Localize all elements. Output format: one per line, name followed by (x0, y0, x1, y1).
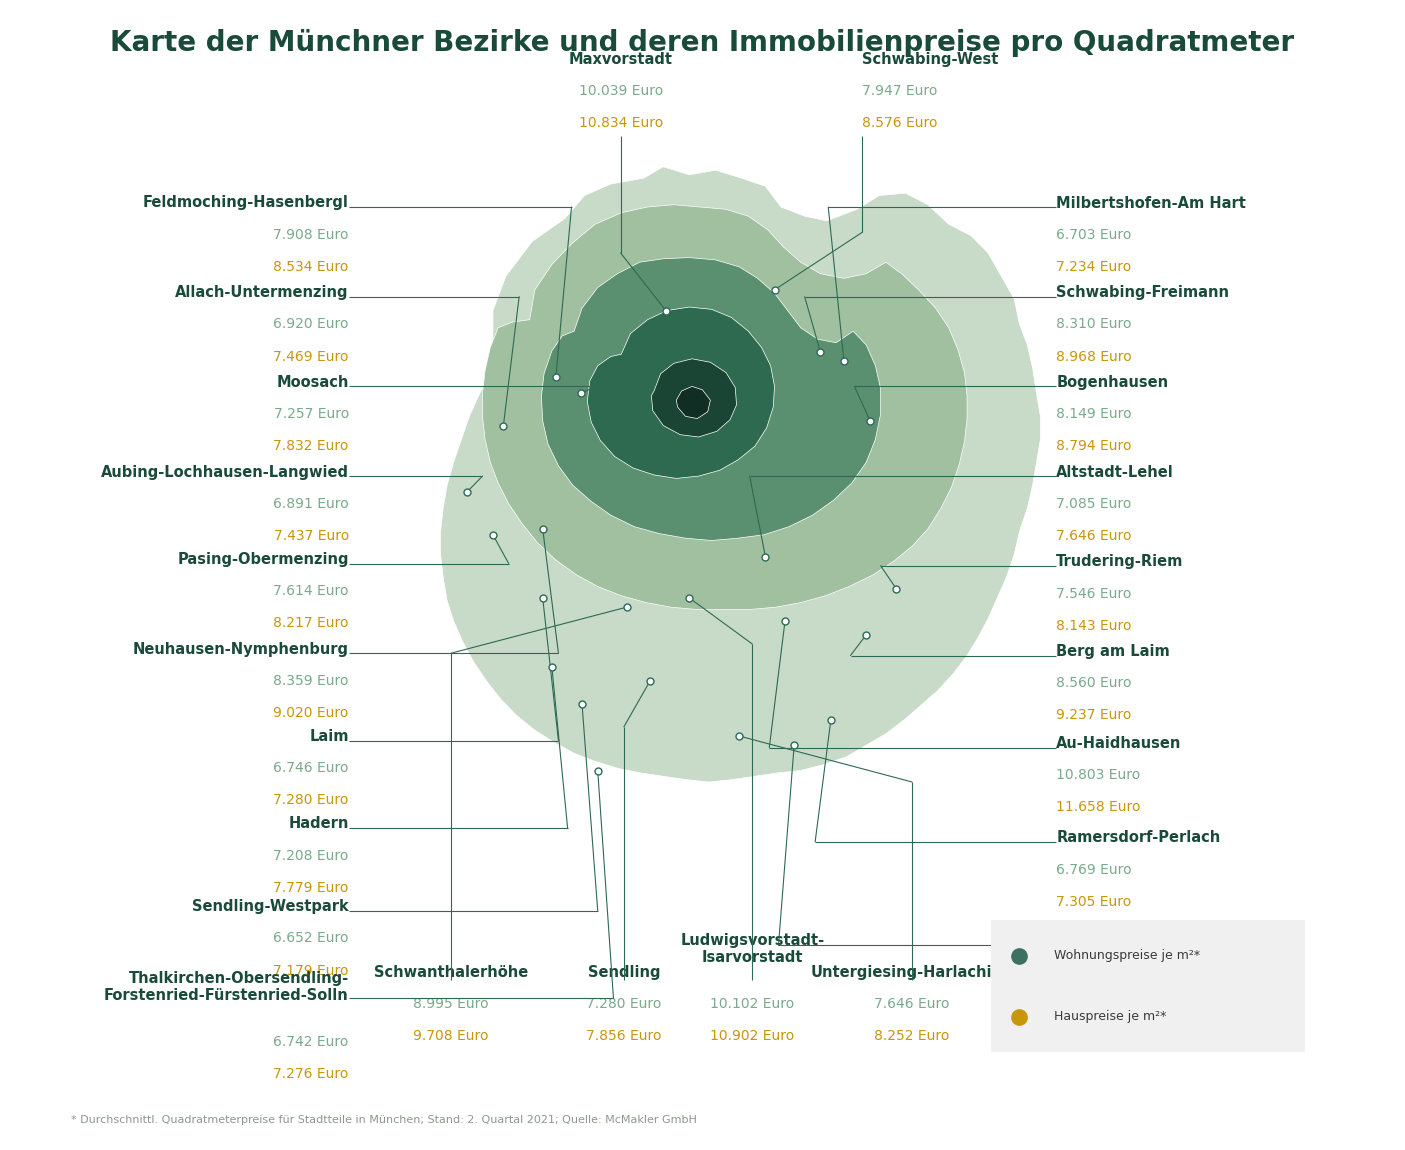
Text: 7.437 Euro: 7.437 Euro (274, 529, 348, 543)
Text: 6.920 Euro: 6.920 Euro (274, 317, 348, 331)
Text: Thalkirchen-Obersendling-
Forstenried-Fürstenried-Solln: Thalkirchen-Obersendling- Forstenried-Fü… (104, 971, 348, 1003)
Text: 8.995 Euro: 8.995 Euro (413, 997, 489, 1011)
Polygon shape (587, 307, 774, 478)
Text: 7.276 Euro: 7.276 Euro (274, 1067, 348, 1081)
Text: 7.947 Euro: 7.947 Euro (863, 84, 937, 98)
Text: 10.803 Euro: 10.803 Euro (1057, 768, 1141, 782)
Text: Untergiesing-Harlaching: Untergiesing-Harlaching (811, 965, 1013, 980)
Text: Milbertshofen-Am Hart: Milbertshofen-Am Hart (1057, 196, 1246, 210)
Text: 7.646 Euro: 7.646 Euro (874, 997, 950, 1011)
Text: 8.149 Euro: 8.149 Euro (1057, 407, 1132, 421)
Text: 8.143 Euro: 8.143 Euro (1057, 619, 1131, 632)
FancyBboxPatch shape (991, 920, 1305, 1052)
Text: Ludwigsvorstadt-
Isarvorstadt: Ludwigsvorstadt- Isarvorstadt (680, 933, 825, 965)
Text: 7.469 Euro: 7.469 Euro (274, 350, 348, 363)
Polygon shape (541, 258, 881, 540)
Text: 8.576 Euro: 8.576 Euro (863, 116, 937, 130)
Text: Aubing-Lochhausen-Langwied: Aubing-Lochhausen-Langwied (101, 465, 348, 480)
Text: 8.794 Euro: 8.794 Euro (1057, 439, 1131, 453)
Text: 8.534 Euro: 8.534 Euro (274, 260, 348, 274)
Text: 10.902 Euro: 10.902 Euro (710, 1029, 794, 1043)
Text: 7.939 Euro: 7.939 Euro (1057, 966, 1131, 980)
Text: 7.234 Euro: 7.234 Euro (1057, 260, 1131, 274)
Text: 7.546 Euro: 7.546 Euro (1057, 586, 1131, 600)
Text: Schwabing-West: Schwabing-West (863, 52, 999, 67)
Text: 8.252 Euro: 8.252 Euro (874, 1029, 950, 1043)
Text: Allach-Untermenzing: Allach-Untermenzing (176, 285, 348, 300)
Text: 8.359 Euro: 8.359 Euro (274, 674, 348, 688)
Text: 7.179 Euro: 7.179 Euro (274, 964, 348, 978)
Text: * Durchschnittl. Quadratmeterpreise für Stadtteile in München; Stand: 2. Quartal: * Durchschnittl. Quadratmeterpreise für … (72, 1114, 697, 1125)
Text: 7.856 Euro: 7.856 Euro (586, 1029, 662, 1043)
Polygon shape (676, 386, 711, 419)
Text: Au-Haidhausen: Au-Haidhausen (1057, 736, 1182, 751)
Text: Trudering-Riem: Trudering-Riem (1057, 554, 1183, 569)
Text: Obergiesing-Fasangarten: Obergiesing-Fasangarten (1057, 934, 1266, 949)
Text: Neuhausen-Nymphenburg: Neuhausen-Nymphenburg (133, 642, 348, 657)
Text: 11.658 Euro: 11.658 Euro (1057, 800, 1141, 814)
Text: Maxvorstadt: Maxvorstadt (569, 52, 673, 67)
Text: 8.310 Euro: 8.310 Euro (1057, 317, 1131, 331)
Text: 7.614 Euro: 7.614 Euro (274, 584, 348, 598)
Text: 9.020 Euro: 9.020 Euro (274, 706, 348, 720)
Text: Laim: Laim (309, 729, 348, 744)
Polygon shape (652, 359, 736, 437)
Text: Schwabing-Freimann: Schwabing-Freimann (1057, 285, 1229, 300)
Text: 8.968 Euro: 8.968 Euro (1057, 350, 1132, 363)
Text: 7.280 Euro: 7.280 Euro (274, 793, 348, 807)
Text: Ramersdorf-Perlach: Ramersdorf-Perlach (1057, 830, 1221, 845)
Text: Hauspreise je m²*: Hauspreise je m²* (1054, 1010, 1166, 1024)
Text: 7.646 Euro: 7.646 Euro (1057, 529, 1131, 543)
Text: 10.039 Euro: 10.039 Euro (579, 84, 663, 98)
Text: Feldmoching-Hasenbergl: Feldmoching-Hasenbergl (143, 196, 348, 210)
Text: Moosach: Moosach (277, 375, 348, 390)
Text: 6.769 Euro: 6.769 Euro (1057, 862, 1132, 876)
Text: Sendling: Sendling (587, 965, 660, 980)
Text: 6.742 Euro: 6.742 Euro (274, 1035, 348, 1049)
Text: 10.102 Euro: 10.102 Euro (710, 997, 794, 1011)
Text: 7.257 Euro: 7.257 Euro (274, 407, 348, 421)
Text: 6.703 Euro: 6.703 Euro (1057, 228, 1131, 242)
Text: Schwanthalerhöhe: Schwanthalerhöhe (374, 965, 528, 980)
Text: Altstadt-Lehel: Altstadt-Lehel (1057, 465, 1175, 480)
Text: 7.085 Euro: 7.085 Euro (1057, 497, 1131, 511)
Text: 6.891 Euro: 6.891 Euro (273, 497, 348, 511)
Text: 7.280 Euro: 7.280 Euro (586, 997, 662, 1011)
Text: 8.567 Euro: 8.567 Euro (1057, 998, 1131, 1012)
Text: 7.908 Euro: 7.908 Euro (274, 228, 348, 242)
Polygon shape (441, 167, 1041, 782)
Text: Hadern: Hadern (288, 816, 348, 831)
Polygon shape (482, 205, 967, 610)
Text: Berg am Laim: Berg am Laim (1057, 644, 1170, 659)
Text: Sendling-Westpark: Sendling-Westpark (192, 899, 348, 914)
Text: 8.217 Euro: 8.217 Euro (274, 616, 348, 630)
Text: Pasing-Obermenzing: Pasing-Obermenzing (177, 552, 348, 567)
Text: 10.834 Euro: 10.834 Euro (579, 116, 663, 130)
Text: 6.652 Euro: 6.652 Euro (274, 932, 348, 945)
Text: 8.560 Euro: 8.560 Euro (1057, 676, 1131, 690)
Text: 7.832 Euro: 7.832 Euro (274, 439, 348, 453)
Text: 9.708 Euro: 9.708 Euro (413, 1029, 489, 1043)
Text: 6.746 Euro: 6.746 Euro (274, 761, 348, 775)
Text: 9.237 Euro: 9.237 Euro (1057, 708, 1131, 722)
Text: Karte der Münchner Bezirke und deren Immobilienpreise pro Quadratmeter: Karte der Münchner Bezirke und deren Imm… (111, 29, 1294, 56)
Text: 7.305 Euro: 7.305 Euro (1057, 895, 1131, 908)
Text: 7.779 Euro: 7.779 Euro (274, 881, 348, 895)
Text: Wohnungspreise je m²*: Wohnungspreise je m²* (1054, 949, 1200, 963)
Text: 7.208 Euro: 7.208 Euro (274, 849, 348, 862)
Text: Bogenhausen: Bogenhausen (1057, 375, 1168, 390)
